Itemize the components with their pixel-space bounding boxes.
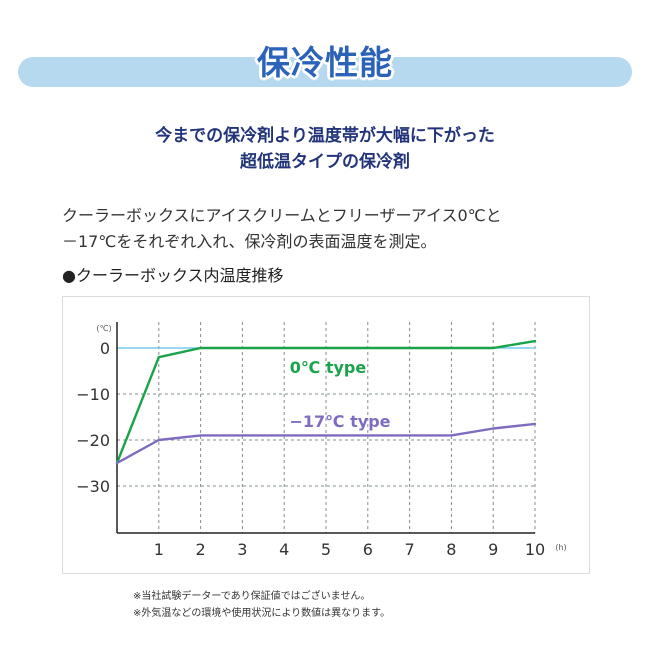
x-tick-label: 3	[237, 540, 247, 559]
footnote-2: ※外気温などの環境や使用状況により数値は異なります。	[133, 608, 391, 619]
chart-section-label: ●クーラーボックス内温度推移	[62, 266, 284, 285]
x-unit-label: (h)	[555, 543, 566, 552]
x-tick-label: 5	[321, 540, 331, 559]
description-line-1: クーラーボックスにアイスクリームとフリーザーアイス0℃と	[62, 206, 502, 225]
y-tick-label: 0	[100, 339, 110, 358]
series-label-0c: 0℃ type	[290, 358, 367, 377]
title-banner	[18, 57, 632, 87]
page-title: 保冷性能	[257, 43, 393, 82]
x-tick-label: 8	[446, 540, 456, 559]
series-line-0c	[115, 339, 537, 465]
x-tick-label: 6	[363, 540, 373, 559]
series-line-minus17c	[115, 422, 537, 465]
description-line-2: －17℃をそれぞれ入れ、保冷剤の表面温度を測定。	[62, 232, 437, 251]
y-tick-label: −10	[76, 385, 110, 404]
chart-frame	[62, 296, 590, 574]
x-tick-label: 1	[154, 540, 164, 559]
series-label-minus17c: −17℃ type	[290, 412, 391, 431]
y-tick-label: −30	[76, 477, 110, 496]
x-tick-label: 10	[525, 540, 545, 559]
x-tick-label: 9	[488, 540, 498, 559]
headline-line-1: 今までの保冷剤より温度帯が大幅に下がった	[155, 126, 495, 146]
headline-line-2: 超低温タイプの保冷剤	[240, 152, 410, 172]
x-tick-label: 2	[196, 540, 206, 559]
x-tick-label: 7	[405, 540, 415, 559]
y-tick-label: −20	[76, 431, 110, 450]
footnote-1: ※当社試験データーであり保証値ではございません。	[133, 591, 371, 602]
y-unit-label: (℃)	[96, 324, 111, 333]
x-tick-label: 4	[279, 540, 289, 559]
